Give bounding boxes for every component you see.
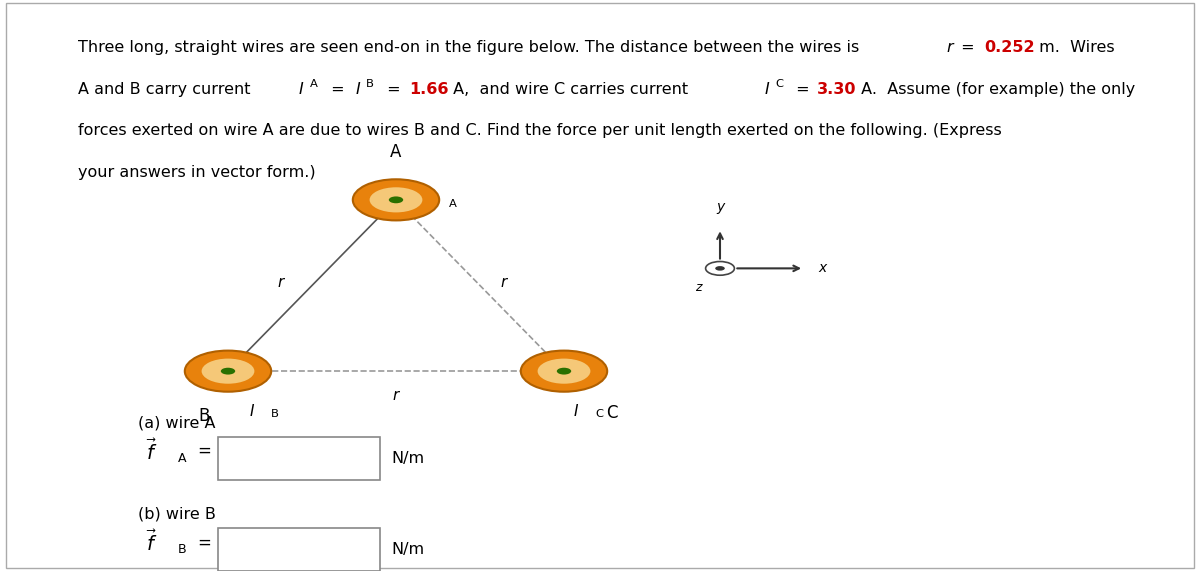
Text: B: B <box>271 409 280 420</box>
Text: A: A <box>178 452 186 465</box>
Text: B: B <box>198 407 210 425</box>
Text: z: z <box>695 281 702 294</box>
Circle shape <box>185 351 271 392</box>
Text: x: x <box>818 262 827 275</box>
Text: (b) wire B: (b) wire B <box>138 506 216 521</box>
Text: C: C <box>606 404 618 423</box>
Text: C: C <box>775 79 784 89</box>
Text: (a) wire A: (a) wire A <box>138 415 216 430</box>
Circle shape <box>521 351 607 392</box>
Text: C: C <box>595 409 604 420</box>
Bar <box>218 437 380 480</box>
Circle shape <box>353 179 439 220</box>
Text: A,  and wire C carries current: A, and wire C carries current <box>448 82 698 96</box>
Circle shape <box>706 262 734 275</box>
Text: I: I <box>299 82 304 96</box>
Text: A and B carry current: A and B carry current <box>78 82 260 96</box>
Circle shape <box>389 196 403 203</box>
Text: I: I <box>764 82 769 96</box>
Text: B: B <box>178 544 186 556</box>
Text: your answers in vector form.): your answers in vector form.) <box>78 165 316 180</box>
Bar <box>218 528 380 571</box>
Text: =: = <box>382 82 406 96</box>
Text: A.  Assume (for example) the only: A. Assume (for example) the only <box>856 82 1135 96</box>
Text: =: = <box>956 40 980 55</box>
Text: $\vec{f}$: $\vec{f}$ <box>146 530 158 555</box>
Text: r: r <box>947 40 954 55</box>
Text: A: A <box>310 79 318 89</box>
Circle shape <box>557 368 571 375</box>
Text: m.  Wires: m. Wires <box>1034 40 1115 55</box>
Text: r: r <box>392 388 400 403</box>
Text: I: I <box>574 404 578 419</box>
Circle shape <box>538 359 590 384</box>
Text: r: r <box>277 275 284 290</box>
Text: $\vec{f}$: $\vec{f}$ <box>146 439 158 464</box>
Circle shape <box>715 266 725 271</box>
Text: B: B <box>366 79 374 89</box>
Text: y: y <box>716 200 724 214</box>
Text: 3.30: 3.30 <box>817 82 857 96</box>
Text: =: = <box>197 442 211 460</box>
Text: =: = <box>326 82 350 96</box>
Circle shape <box>221 368 235 375</box>
Text: 0.252: 0.252 <box>984 40 1034 55</box>
Text: Three long, straight wires are seen end-on in the figure below. The distance bet: Three long, straight wires are seen end-… <box>78 40 870 55</box>
Circle shape <box>202 359 254 384</box>
Text: N/m: N/m <box>391 542 425 557</box>
Text: =: = <box>197 533 211 552</box>
Text: =: = <box>791 82 815 96</box>
Text: I: I <box>250 404 254 419</box>
Text: N/m: N/m <box>391 451 425 466</box>
Circle shape <box>370 187 422 212</box>
Text: A: A <box>390 143 402 161</box>
Text: A: A <box>449 199 457 210</box>
Text: forces exerted on wire A are due to wires B and C. Find the force per unit lengt: forces exerted on wire A are due to wire… <box>78 123 1002 138</box>
Text: I: I <box>427 191 432 206</box>
Text: 1.66: 1.66 <box>409 82 449 96</box>
Text: r: r <box>500 275 508 290</box>
Text: I: I <box>355 82 360 96</box>
